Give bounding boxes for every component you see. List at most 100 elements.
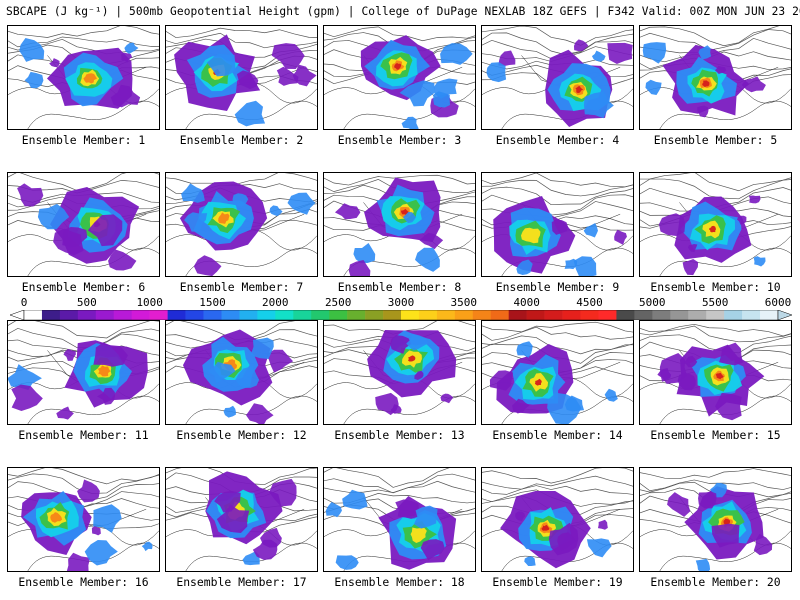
colorbar-swatch [688, 310, 707, 320]
map-panel-svg [8, 468, 159, 571]
ensemble-member-panel [165, 467, 318, 572]
ensemble-member-label: Ensemble Member: 20 [650, 575, 781, 589]
colorbar-tick-label: 1500 [199, 296, 226, 309]
ensemble-member-panel [323, 25, 476, 130]
colorbar-swatch [131, 310, 150, 320]
ensemble-member-panel [7, 172, 160, 277]
cape-contour-fill [534, 378, 542, 386]
cape-shading [657, 342, 765, 421]
ensemble-member-panel [323, 320, 476, 425]
ensemble-member-panel [481, 467, 634, 572]
map-title: SBCAPE (J kg⁻¹) | 500mb Geopotential Hei… [6, 5, 800, 18]
cape-contour-fill [218, 212, 230, 224]
map-panel-svg [166, 27, 317, 129]
sbcape-colorbar: 0 500 1000 1500 2000 2500 3000 3500 4000 4500 5000… [10, 296, 792, 320]
colorbar-swatch [508, 310, 527, 320]
colorbar-swatch [239, 310, 258, 320]
cape-contour-fill [575, 86, 584, 94]
colorbar-swatch [454, 310, 474, 320]
colorbar-swatch [329, 310, 348, 320]
ensemble-member-label: Ensemble Member: 12 [176, 428, 307, 442]
map-panel-svg [482, 26, 633, 129]
ensemble-member-label: Ensemble Member: 2 [179, 133, 304, 147]
map-panel-svg [640, 323, 791, 424]
cape-contour-fill [723, 518, 731, 525]
colorbar-swatch [77, 310, 97, 320]
colorbar-swatch [203, 310, 222, 320]
colorbar-swatch [670, 310, 689, 320]
colorbar-tick-label: 3000 [387, 296, 415, 309]
map-panel-svg [324, 174, 475, 276]
cape-shading [486, 39, 633, 127]
cape-shading [658, 195, 766, 276]
cape-shading [489, 341, 618, 424]
map-panel-svg [482, 173, 633, 276]
ensemble-member-label: Ensemble Member: 18 [334, 575, 465, 589]
ensemble-member-panel [7, 467, 160, 572]
map-panel-svg [482, 321, 633, 424]
colorbar-scale [10, 310, 792, 320]
colorbar-swatch [41, 310, 61, 320]
colorbar-swatch [311, 310, 330, 320]
colorbar-swatch [347, 310, 366, 320]
map-panel-svg [324, 321, 475, 424]
colorbar-swatch [59, 310, 79, 320]
colorbar-swatch [257, 310, 276, 320]
colorbar-swatch [760, 310, 779, 320]
colorbar-swatch [293, 310, 312, 320]
colorbar-swatch [472, 310, 492, 320]
map-panel-svg [166, 321, 317, 424]
ensemble-member-panel [7, 25, 160, 130]
ensemble-member-label: Ensemble Member: 19 [492, 575, 623, 589]
colorbar-tick-label: 3500 [450, 296, 478, 309]
ensemble-member-panel [639, 172, 792, 277]
colorbar-tick-label: 1000 [136, 296, 163, 309]
cape-contour-fill [715, 372, 724, 380]
ensemble-member-label: Ensemble Member: 7 [179, 280, 304, 294]
colorbar-swatch [598, 310, 617, 320]
ensemble-member-panel [165, 320, 318, 425]
cape-shading [334, 177, 444, 276]
ensemble-member-label: Ensemble Member: 1 [21, 133, 146, 147]
cape-contour-fill [520, 227, 541, 244]
cape-contour-fill [708, 225, 716, 233]
colorbar-swatch [544, 310, 563, 320]
cape-contour-fill [541, 524, 550, 531]
colorbar-swatch [185, 310, 204, 320]
colorbar-swatch [562, 310, 581, 320]
colorbar-swatch [365, 310, 384, 320]
cape-contour-fill [50, 512, 63, 523]
cape-contour-fill [97, 365, 111, 377]
cape-shading [21, 479, 153, 571]
ensemble-member-label: Ensemble Member: 3 [337, 133, 462, 147]
cape-shading [667, 482, 773, 571]
colorbar-swatch [652, 310, 671, 320]
map-panel-svg [166, 468, 317, 571]
ensemble-member-label: Ensemble Member: 17 [176, 575, 307, 589]
colorbar-swatch [24, 310, 43, 320]
map-panel-svg [640, 173, 791, 276]
cape-shading [500, 491, 612, 569]
colorbar-swatch [418, 310, 438, 320]
ensemble-member-panel [639, 320, 792, 425]
ensemble-member-panel [7, 320, 160, 425]
cape-shading [642, 42, 766, 118]
ensemble-member-label: Ensemble Member: 11 [18, 428, 149, 442]
colorbar-swatch [383, 310, 402, 320]
colorbar-swatch [724, 310, 743, 320]
ensemble-member-panel [481, 25, 634, 130]
ensemble-member-label: Ensemble Member: 14 [492, 428, 623, 442]
ensemble-member-panel [323, 467, 476, 572]
colorbar-swatch [742, 310, 761, 320]
map-panel-svg [640, 26, 791, 129]
ensemble-member-panel [481, 172, 634, 277]
colorbar-tick-label: 2000 [262, 296, 289, 309]
map-panel-svg [8, 321, 159, 424]
cape-shading [360, 35, 473, 129]
cape-contour-fill [400, 208, 409, 215]
colorbar-tick-label: 0 [20, 296, 28, 309]
colorbar-swatch [275, 310, 294, 320]
ensemble-member-panel [639, 467, 792, 572]
cape-shading [17, 183, 140, 271]
map-panel-svg [640, 468, 791, 571]
